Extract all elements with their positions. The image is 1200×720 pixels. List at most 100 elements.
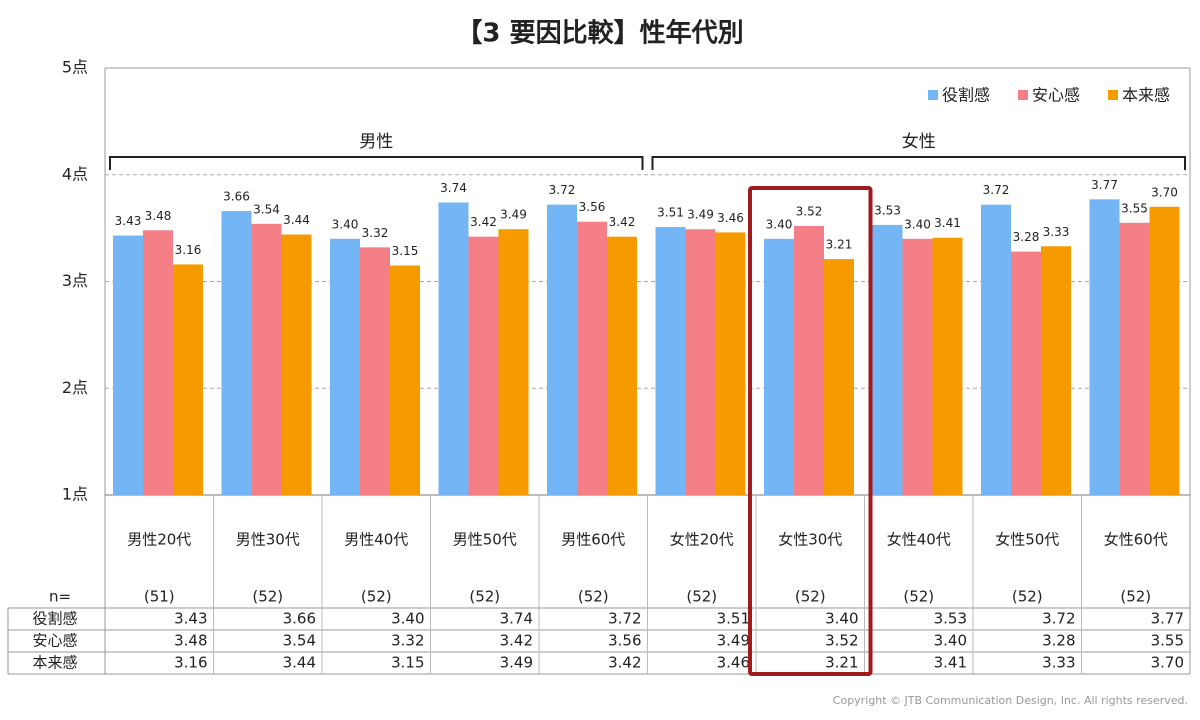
bar (1089, 199, 1120, 496)
value-label: 3.74 (440, 181, 467, 195)
bar (390, 265, 420, 495)
bar (1041, 246, 1071, 495)
bar (655, 227, 686, 495)
legend-label: 本来感 (1122, 86, 1170, 105)
highlight-box (748, 186, 873, 676)
n-value: (52) (903, 588, 934, 606)
n-label: n= (49, 588, 71, 606)
table-cell: 3.70 (1151, 654, 1184, 672)
table-cell: 3.40 (825, 610, 858, 628)
y-tick-label: 4点 (62, 164, 88, 183)
bar (438, 202, 469, 495)
bar (1119, 222, 1150, 495)
x-tick-label: 女性30代 (778, 531, 842, 549)
group-label: 女性 (902, 132, 936, 152)
group-bracket (651, 156, 1186, 170)
table-cell: 3.46 (717, 654, 750, 672)
value-label: 3.40 (332, 217, 359, 231)
y-tick-label: 2点 (62, 378, 88, 397)
value-label: 3.15 (392, 244, 419, 258)
n-value: (52) (1012, 588, 1043, 606)
value-label: 3.41 (934, 216, 961, 230)
legend-label: 安心感 (1032, 86, 1080, 105)
x-tick-label: 男性40代 (344, 531, 408, 549)
bar (251, 223, 282, 496)
table-cell: 3.16 (174, 654, 207, 672)
n-value: (52) (469, 588, 500, 606)
value-label: 3.55 (1121, 201, 1148, 215)
chart-title: 【3 要因比較】性年代別 (456, 18, 743, 49)
table-cell: 3.49 (717, 632, 750, 650)
bar (1011, 251, 1041, 495)
legend-swatch (1018, 90, 1028, 100)
bar (1149, 206, 1180, 495)
n-value: (52) (578, 588, 609, 606)
y-tick-label: 5点 (62, 58, 88, 77)
table-cell: 3.74 (500, 610, 533, 628)
table-cell: 3.41 (934, 654, 967, 672)
x-tick-label: 女性40代 (887, 531, 951, 549)
copyright: Copyright © JTB Communication Design, In… (833, 694, 1188, 707)
bar (330, 238, 360, 496)
bar (685, 229, 716, 495)
bar (281, 234, 312, 495)
table-cell: 3.72 (1042, 610, 1075, 628)
table-cell: 3.52 (825, 632, 858, 650)
table-cell: 3.21 (825, 654, 858, 672)
table-cell: 3.77 (1151, 610, 1184, 628)
table-cell: 3.72 (608, 610, 641, 628)
group-label: 男性 (359, 132, 393, 152)
bar (468, 236, 499, 496)
value-label: 3.53 (874, 203, 901, 217)
table-cell: 3.56 (608, 632, 641, 650)
group-bracket (109, 156, 644, 170)
x-tick-label: 男性60代 (561, 531, 625, 549)
n-value: (52) (252, 588, 283, 606)
x-tick-label: 女性20代 (670, 531, 734, 549)
value-label: 3.44 (283, 213, 310, 227)
value-label: 3.42 (470, 215, 497, 229)
bar (221, 211, 252, 496)
table-cell: 3.15 (391, 654, 424, 672)
value-label: 3.28 (1013, 230, 1040, 244)
table-cell: 3.48 (174, 632, 207, 650)
bar (547, 204, 577, 495)
legend-swatch (1108, 90, 1118, 100)
table-cell: 3.43 (174, 610, 207, 628)
table-cell: 3.40 (934, 632, 967, 650)
n-value: (52) (795, 588, 826, 606)
bar (577, 221, 607, 495)
legend-swatch (928, 90, 938, 100)
n-value: (51) (144, 588, 175, 606)
value-label: 3.70 (1151, 185, 1178, 199)
value-label: 3.40 (766, 217, 793, 231)
value-label: 3.48 (145, 209, 172, 223)
table-cell: 3.42 (608, 654, 641, 672)
value-label: 3.72 (549, 183, 576, 197)
value-label: 3.56 (579, 200, 606, 214)
value-label: 3.72 (983, 183, 1010, 197)
value-label: 3.54 (253, 202, 280, 216)
x-tick-label: 女性60代 (1104, 531, 1168, 549)
value-label: 3.32 (362, 226, 389, 240)
x-tick-label: 女性50代 (995, 531, 1059, 549)
table-cell: 3.42 (500, 632, 533, 650)
table-cell: 3.53 (934, 610, 967, 628)
table-row-label: 役割感 (32, 610, 77, 628)
n-value: (52) (1120, 588, 1151, 606)
bar (360, 247, 390, 495)
bar (498, 229, 529, 495)
y-tick-label: 1点 (62, 485, 88, 504)
value-label: 3.52 (796, 204, 823, 218)
bar (715, 232, 746, 495)
value-label: 3.49 (687, 208, 714, 222)
bar (794, 225, 824, 496)
bar (607, 236, 637, 496)
table-cell: 3.51 (717, 610, 750, 628)
x-tick-label: 男性30代 (236, 531, 300, 549)
value-label: 3.43 (115, 214, 142, 228)
bar (113, 235, 143, 495)
bar (764, 238, 794, 496)
table-row-label: 本来感 (32, 654, 77, 672)
